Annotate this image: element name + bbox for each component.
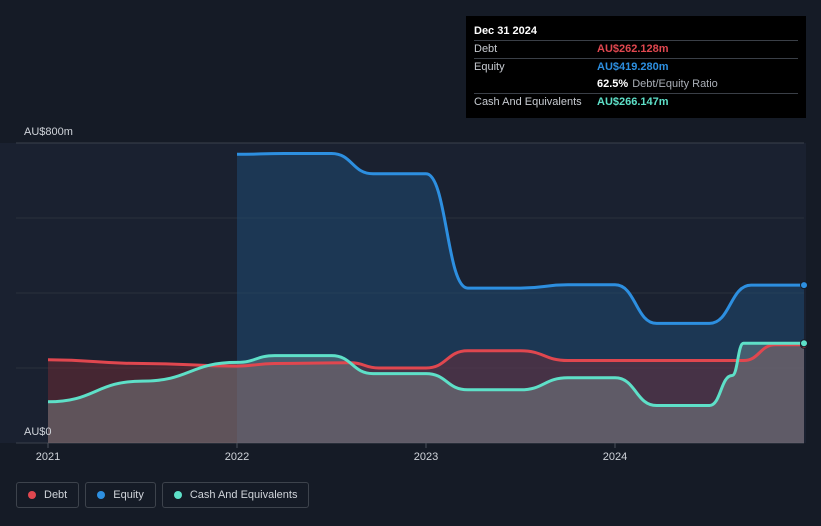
tooltip: Dec 31 2024 Debt AU$262.128m Equity AU$4… <box>466 16 806 118</box>
legend-item-cash[interactable]: Cash And Equivalents <box>161 482 310 508</box>
legend: Debt Equity Cash And Equivalents <box>16 482 310 508</box>
cash-end-marker <box>800 339 808 348</box>
tooltip-cash-row: Cash And Equivalents AU$266.147m <box>474 93 798 111</box>
x-axis-ticks: 2021 2022 2023 2024 <box>36 443 627 463</box>
equity-dot-icon <box>97 491 106 499</box>
cash-dot-icon <box>173 491 182 499</box>
equity-line <box>236 152 804 325</box>
tooltip-cash-label: Cash And Equivalents <box>474 96 582 108</box>
tooltip-debt-label: Debt <box>474 43 498 55</box>
area-fills <box>48 153 804 443</box>
debt-area <box>48 344 804 443</box>
legend-debt-label: Debt <box>44 489 68 501</box>
tooltip-equity-value: AU$419.280m <box>597 61 669 73</box>
tooltip-equity-label: Equity <box>474 61 505 73</box>
x-tick-label: 2023 <box>414 451 438 463</box>
y-tick-label-max: AU$800m <box>24 126 73 138</box>
series-lines <box>47 152 804 407</box>
tooltip-date: Dec 31 2024 <box>474 25 537 37</box>
x-tick-label: 2022 <box>225 451 249 463</box>
equity-end-marker <box>800 281 808 290</box>
x-tick-label: 2024 <box>603 451 627 463</box>
debt-line <box>47 343 804 370</box>
tooltip-debt-row: Debt AU$262.128m <box>474 40 798 58</box>
tooltip-equity-row: Equity AU$419.280m <box>474 58 798 76</box>
tooltip-debt-value: AU$262.128m <box>597 43 669 55</box>
cash-line <box>47 341 804 407</box>
end-markers <box>800 281 808 349</box>
tooltip-cash-value: AU$266.147m <box>597 96 669 108</box>
cash-area <box>48 343 804 443</box>
y-tick-label-zero: AU$0 <box>24 426 52 438</box>
tooltip-ratio-label: Debt/Equity Ratio <box>632 78 718 90</box>
x-tick-label: 2021 <box>36 451 60 463</box>
tooltip-ratio-row: 62.5% Debt/Equity Ratio <box>474 76 798 93</box>
tooltip-ratio-value: 62.5% <box>597 78 629 90</box>
legend-item-equity[interactable]: Equity <box>85 482 156 508</box>
legend-equity-label: Equity <box>113 489 144 501</box>
equity-area <box>237 153 804 443</box>
legend-cash-label: Cash And Equivalents <box>189 489 298 501</box>
legend-item-debt[interactable]: Debt <box>16 482 80 508</box>
debt-dot-icon <box>28 491 36 499</box>
